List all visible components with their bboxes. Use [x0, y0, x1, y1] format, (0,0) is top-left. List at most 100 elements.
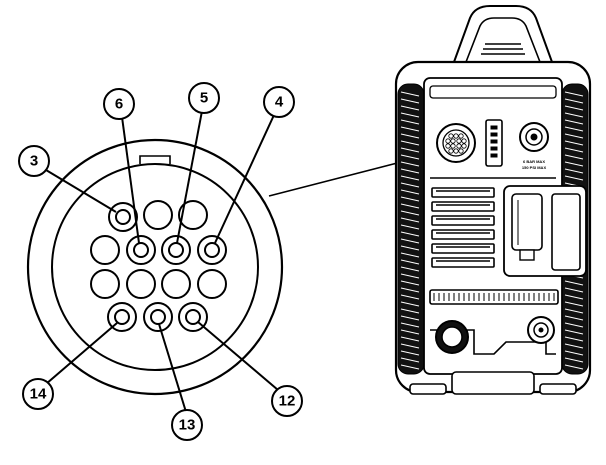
pin-hole-top-3 — [178, 200, 208, 230]
leader-3 — [45, 169, 117, 213]
leader-5 — [176, 110, 203, 244]
grip-ridge — [564, 140, 584, 146]
mini-pin — [461, 143, 467, 149]
pin-hole-row3-1 — [90, 269, 120, 299]
pin-hole-top-2 — [143, 200, 173, 230]
grip-ridge — [564, 280, 584, 286]
grip-ridge — [400, 301, 420, 307]
grip-ridge — [564, 112, 584, 118]
pin-hole-6 — [126, 235, 156, 265]
mini-pin — [445, 143, 451, 149]
filter-base — [519, 249, 535, 261]
foot-left — [409, 383, 447, 395]
callout-12: 12 — [271, 385, 303, 417]
grip-ridge — [564, 147, 584, 153]
grip-ridge — [400, 238, 420, 244]
pin-14 — [114, 309, 130, 325]
callout-13-label: 13 — [179, 417, 196, 434]
grip-ridge — [400, 364, 420, 370]
grip-ridge — [564, 105, 584, 111]
mini-pin — [453, 133, 459, 139]
output-terminal-positive-core — [538, 327, 544, 333]
mini-pin — [448, 148, 454, 154]
machine-rear-view: 6 BAR MAX 150 PSI MAX — [394, 5, 592, 395]
leader-12 — [197, 321, 279, 391]
grip-ridge — [400, 119, 420, 125]
connector-outer-ring — [26, 138, 284, 396]
pin-hole-3 — [108, 202, 138, 232]
data-port-pins — [490, 125, 498, 158]
grip-ridge — [564, 133, 584, 139]
bottom-skid — [451, 371, 535, 395]
grip-ridge — [564, 91, 584, 97]
grip-ridge — [564, 329, 584, 335]
pin-hole-14 — [107, 302, 137, 332]
grip-ridge — [400, 245, 420, 251]
grip-ridge — [564, 308, 584, 314]
grip-ridge — [400, 315, 420, 321]
grip-ridge — [400, 336, 420, 342]
connector-face — [26, 138, 284, 396]
grip-ridge — [400, 210, 420, 216]
callout-5: 5 — [188, 82, 220, 114]
connector-key-notch — [139, 155, 171, 164]
callout-14: 14 — [22, 378, 54, 410]
mini-pin — [448, 133, 454, 139]
grip-ridge — [400, 280, 420, 286]
callout-4-label: 4 — [275, 94, 284, 111]
grip-ridge — [400, 294, 420, 300]
grip-ridge — [564, 322, 584, 328]
mini-pin — [450, 143, 456, 149]
mini-pin — [453, 148, 459, 154]
callout-6-label: 6 — [115, 96, 123, 113]
pin-hole-5 — [161, 235, 191, 265]
grip-ridge — [564, 154, 584, 160]
vent-louvers — [431, 187, 495, 268]
machine-handle-inner — [465, 17, 541, 63]
filter-bracket — [551, 193, 581, 271]
pin-hole-12 — [178, 302, 208, 332]
fan-grille-slots — [433, 293, 555, 301]
grip-ridge — [564, 315, 584, 321]
grip-ridge — [564, 336, 584, 342]
pin-3 — [115, 209, 131, 225]
grip-ridge — [564, 119, 584, 125]
grip-ridge — [564, 175, 584, 181]
vent-slot — [431, 215, 495, 226]
pin-5 — [168, 242, 184, 258]
grip-ridge — [564, 343, 584, 349]
mini-pin — [445, 138, 451, 144]
grip-ridge — [400, 287, 420, 293]
grip-ridge — [400, 308, 420, 314]
leader-4 — [214, 114, 275, 244]
pin-hole-13 — [143, 302, 173, 332]
leader-14 — [45, 322, 118, 385]
grip-ridge — [400, 112, 420, 118]
grip-ridge — [400, 357, 420, 363]
grip-ridge — [400, 189, 420, 195]
pin-6 — [133, 242, 149, 258]
vent-slot — [431, 243, 495, 254]
pin-4 — [204, 242, 220, 258]
grip-ridge — [400, 329, 420, 335]
grip-ridge — [400, 161, 420, 167]
grip-ridge — [400, 175, 420, 181]
callouts: 3 6 5 4 14 13 12 — [18, 82, 303, 441]
callout-14-label: 14 — [30, 386, 47, 403]
gas-label-1: 6 BAR MAX — [523, 159, 545, 164]
pin-12 — [185, 309, 201, 325]
grip-ridge — [564, 294, 584, 300]
mini-pin — [456, 143, 462, 149]
grip-ridge — [400, 168, 420, 174]
connector-inner-ring — [51, 163, 259, 371]
callout-6: 6 — [103, 88, 135, 120]
grip-ridge — [564, 357, 584, 363]
pin-hole-row2-1 — [90, 235, 120, 265]
pin-hole-row3-3 — [161, 269, 191, 299]
grip-ridge — [400, 147, 420, 153]
grip-ridge — [400, 98, 420, 104]
grip-ridge — [400, 350, 420, 356]
handle-grip — [481, 43, 525, 55]
grip-ridge — [400, 224, 420, 230]
